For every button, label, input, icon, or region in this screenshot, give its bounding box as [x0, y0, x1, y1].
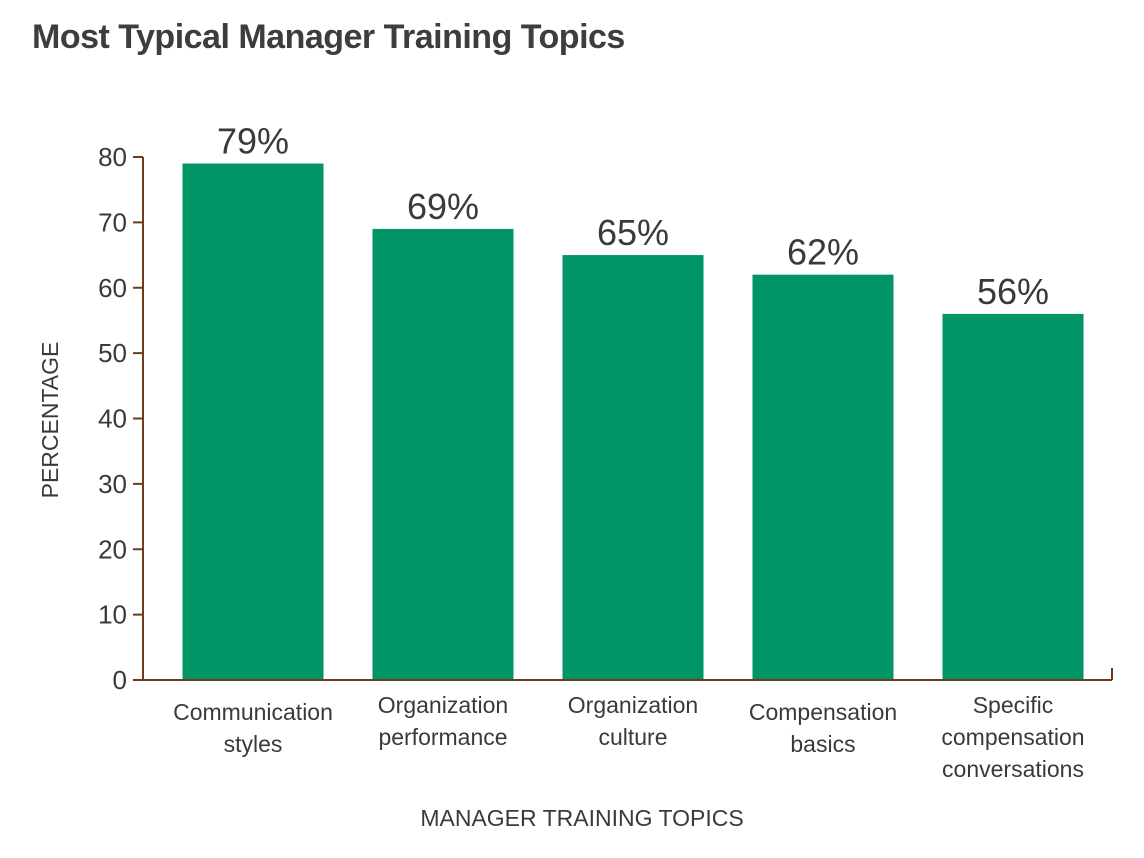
category-label-line: Specific	[973, 692, 1054, 718]
bar	[752, 274, 894, 680]
y-tick-label: 30	[98, 469, 127, 499]
data-label: 62%	[787, 232, 859, 273]
category-label: Organization culture	[568, 692, 698, 750]
category-label-line: compensation	[941, 724, 1084, 750]
y-tick-label: 20	[98, 534, 127, 564]
data-label: 56%	[977, 271, 1049, 312]
category-label-line: Compensation	[749, 699, 897, 725]
category-label-line: Communication	[173, 699, 333, 725]
chart-title: Most Typical Manager Training Topics	[32, 18, 625, 56]
bar	[562, 255, 704, 680]
y-tick-label: 10	[98, 600, 127, 630]
y-axis-ticks: 0 10 20 30 40 50 60 70 80	[98, 142, 143, 695]
y-tick-label: 80	[98, 142, 127, 172]
category-label-line: Organization	[568, 692, 698, 718]
y-tick-label: 40	[98, 404, 127, 434]
category-label-line: conversations	[942, 756, 1084, 782]
data-label: 79%	[217, 121, 289, 162]
y-tick-label: 50	[98, 338, 127, 368]
category-label-line: culture	[598, 724, 667, 750]
category-label: Organization performance	[378, 692, 508, 750]
y-tick-label: 0	[113, 665, 127, 695]
category-label: Compensation basics	[749, 699, 897, 757]
category-labels: Communication styles Organization performan…	[173, 692, 1085, 782]
data-label: 69%	[407, 186, 479, 227]
y-tick-label: 70	[98, 207, 127, 237]
category-label-line: styles	[224, 731, 283, 757]
bars	[182, 163, 1084, 681]
x-axis-title: MANAGER TRAINING TOPICS	[420, 805, 743, 831]
data-labels: 79% 69% 65% 62% 56%	[217, 121, 1049, 312]
y-tick-label: 60	[98, 273, 127, 303]
category-label-line: basics	[790, 731, 855, 757]
data-label: 65%	[597, 212, 669, 253]
category-label: Communication styles	[173, 699, 333, 757]
bar	[182, 163, 324, 681]
category-label-line: performance	[378, 724, 507, 750]
y-axis-title: PERCENTAGE	[37, 342, 63, 499]
bar	[372, 228, 514, 680]
bar	[942, 313, 1084, 680]
category-label-line: Organization	[378, 692, 508, 718]
category-label: Specific compensation conversations	[941, 692, 1084, 782]
